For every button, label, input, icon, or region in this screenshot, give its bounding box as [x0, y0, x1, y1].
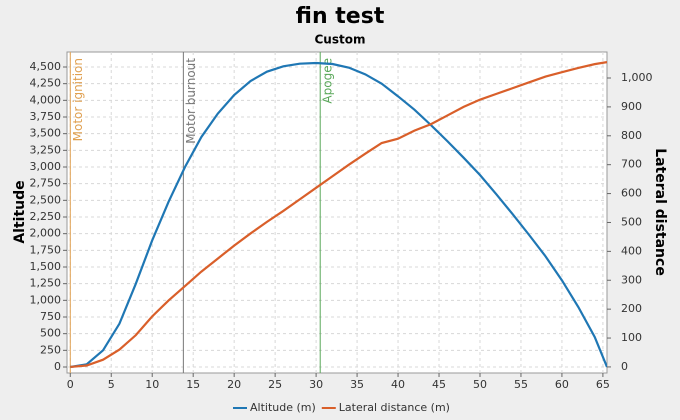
- y2-tick-label: 1,000: [621, 71, 653, 84]
- y-tick-label: 3,250: [30, 143, 62, 156]
- x-tick-label: 10: [145, 378, 159, 391]
- y2-tick-label: 200: [621, 302, 642, 315]
- y-tick-label: 750: [40, 310, 61, 323]
- x-tick-label: 25: [268, 378, 282, 391]
- y-tick-label: 1,000: [30, 293, 62, 306]
- x-tick-label: 60: [555, 378, 569, 391]
- x-tick-label: 0: [67, 378, 74, 391]
- y-axis-label: Altitude: [12, 180, 28, 243]
- x-tick-label: 50: [473, 378, 487, 391]
- y-tick-label: 0: [54, 360, 61, 373]
- y-tick-label: 4,250: [30, 77, 62, 90]
- y-tick-label: 3,750: [30, 110, 62, 123]
- y2-tick-label: 700: [621, 158, 642, 171]
- y2-tick-label: 600: [621, 187, 642, 200]
- y-tick-label: 3,000: [30, 160, 62, 173]
- x-tick-label: 15: [186, 378, 200, 391]
- y2-tick-label: 300: [621, 273, 642, 286]
- y2-tick-label: 100: [621, 331, 642, 344]
- y-tick-label: 2,500: [30, 193, 62, 206]
- y2-tick-label: 0: [621, 360, 628, 373]
- x-tick-label: 40: [391, 378, 405, 391]
- y2-tick-label: 900: [621, 100, 642, 113]
- y2-tick-label: 500: [621, 215, 642, 228]
- x-tick-label: 35: [350, 378, 364, 391]
- x-tick-label: 55: [514, 378, 528, 391]
- event-label: Motor burnout: [184, 58, 198, 144]
- y-tick-label: 500: [40, 327, 61, 340]
- series-line: [70, 61, 607, 369]
- plot-area: [66, 51, 608, 374]
- x-tick-label: 20: [227, 378, 241, 391]
- y-tick-label: 4,500: [30, 60, 62, 73]
- series-line: [70, 61, 607, 369]
- y-tick-label: 2,250: [30, 210, 62, 223]
- y-tick-label: 3,500: [30, 127, 62, 140]
- y-tick-label: 1,250: [30, 277, 62, 290]
- event-label: Apogee: [321, 58, 335, 104]
- y2-axis-label: Lateral distance: [652, 148, 668, 276]
- y-tick-label: 250: [40, 343, 61, 356]
- y-tick-label: 1,500: [30, 260, 62, 273]
- legend-label: Lateral distance (m): [339, 401, 450, 414]
- legend-label: Altitude (m): [250, 401, 316, 414]
- y-tick-label: 4,000: [30, 93, 62, 106]
- y2-tick-label: 800: [621, 129, 642, 142]
- x-tick-label: 30: [309, 378, 323, 391]
- x-tick-label: 65: [596, 378, 610, 391]
- x-tick-label: 5: [108, 378, 115, 391]
- y-tick-label: 1,750: [30, 243, 62, 256]
- y-tick-label: 2,750: [30, 177, 62, 190]
- event-label: Motor ignition: [71, 58, 85, 141]
- y-tick-label: 2,000: [30, 227, 62, 240]
- chart-subtitle: Custom: [315, 33, 366, 47]
- x-tick-label: 45: [432, 378, 446, 391]
- y2-tick-label: 400: [621, 244, 642, 257]
- plot-content: Motor ignition Motor burnout Apogee: [69, 52, 607, 373]
- chart-title: fin test: [296, 4, 385, 29]
